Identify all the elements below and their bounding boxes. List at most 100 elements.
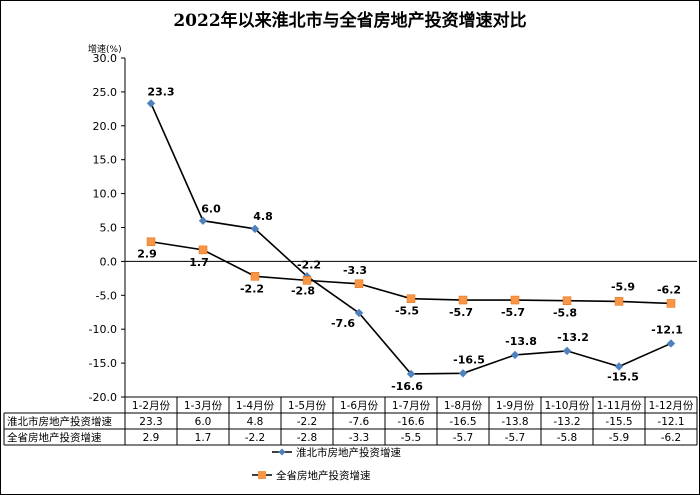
series-line-1 xyxy=(150,103,672,375)
data-label: -2.8 xyxy=(291,284,315,297)
series-lines xyxy=(150,103,672,375)
x-tick-label: 1-9月份 xyxy=(496,400,535,412)
y-tick-label: 30.0 xyxy=(93,52,118,65)
data-label: 1.7 xyxy=(189,256,209,269)
data-label: 2.9 xyxy=(137,248,157,261)
table-cell: -5.7 xyxy=(453,432,474,444)
data-label: -5.8 xyxy=(553,307,577,320)
data-point-square xyxy=(406,294,416,303)
table-cell: -5.9 xyxy=(609,432,630,444)
data-point-diamond xyxy=(250,224,260,234)
data-label: -3.3 xyxy=(343,264,367,277)
x-tick-label: 1-5月份 xyxy=(288,400,327,412)
x-tick-label: 1-8月份 xyxy=(444,400,483,412)
x-tick-label: 1-2月份 xyxy=(132,400,171,412)
table-cell: -13.2 xyxy=(553,416,580,428)
table-cell: 4.8 xyxy=(247,416,264,428)
table-cell: -3.3 xyxy=(349,432,370,444)
series-markers xyxy=(146,99,676,379)
data-point-square xyxy=(614,297,624,306)
data-label: 4.8 xyxy=(253,210,273,223)
legend-label: 全省房地产投资增速 xyxy=(276,469,371,482)
y-tick-label: -10.0 xyxy=(89,323,117,336)
y-tick-label: 0.0 xyxy=(100,255,118,268)
data-point-diamond xyxy=(146,99,156,108)
data-label: -5.7 xyxy=(449,306,473,319)
data-point-diamond xyxy=(562,346,572,356)
data-label: -15.5 xyxy=(607,370,639,383)
data-labels: 23.3 6.0 4.8 -2.2 -7.6 -16.6 -16.5 -13.8 -13.2 -1… xyxy=(137,85,683,393)
data-point-square xyxy=(510,295,520,305)
x-tick-label: 1-4月份 xyxy=(236,400,275,412)
x-tick-label: 1-6月份 xyxy=(340,400,379,412)
table-cell: -16.5 xyxy=(449,416,476,428)
data-point-square xyxy=(458,295,468,305)
data-point-diamond xyxy=(354,308,364,318)
y-tick-label: -20.0 xyxy=(89,391,117,404)
y-tick-label: 25.0 xyxy=(93,86,118,99)
data-label: -12.1 xyxy=(651,323,683,336)
data-point-square xyxy=(250,272,260,281)
table-cell: -5.8 xyxy=(557,432,578,444)
table-cell: 2.9 xyxy=(143,432,160,444)
y-axis-label: 增速(%) xyxy=(88,45,122,55)
table-row-header: 全省房地产投资增速 xyxy=(7,431,102,444)
table-cell: -5.5 xyxy=(401,432,422,444)
data-label: -13.8 xyxy=(505,335,537,348)
legend-marker-diamond xyxy=(278,448,286,456)
data-label: -2.2 xyxy=(297,258,321,271)
data-point-square xyxy=(354,279,364,289)
y-tick-labels: 30.0 25.0 20.0 15.0 10.0 5.0 0.0 -5.0 -10.0 -15.0… xyxy=(89,52,117,404)
data-table: 1-2月份 1-3月份 1-4月份 1-5月份 1-6月份 1-7月份 1-8月份 1-9月份… xyxy=(3,396,698,446)
table-cell: -2.2 xyxy=(245,432,266,444)
data-point-diamond xyxy=(666,339,676,348)
table-cell: -6.2 xyxy=(661,432,682,444)
table-cell: 6.0 xyxy=(195,416,212,428)
data-label: -7.6 xyxy=(331,317,355,330)
chart-title: 2022年以来淮北市与全省房地产投资增速对比 xyxy=(173,11,527,31)
table-cell: -12.1 xyxy=(657,416,684,428)
data-point-diamond xyxy=(614,362,624,371)
data-point-diamond xyxy=(510,350,520,360)
series-line-2 xyxy=(150,240,672,305)
table-row-header: 淮北市房地产投资增速 xyxy=(7,415,112,428)
table-cell: -16.6 xyxy=(397,416,424,428)
table-cell: -15.5 xyxy=(605,416,632,428)
legend-marker-square xyxy=(258,471,266,479)
axes xyxy=(121,57,697,398)
x-tick-label: 1-12月份 xyxy=(649,400,694,412)
y-tick-label: 20.0 xyxy=(93,120,118,133)
table-cell: 1.7 xyxy=(195,432,212,444)
data-label: -13.2 xyxy=(557,331,589,344)
x-tick-label: 1-10月份 xyxy=(545,400,590,412)
y-tick-label: 10.0 xyxy=(93,188,118,201)
data-label: -16.5 xyxy=(453,353,485,366)
y-tick-label: -5.0 xyxy=(96,289,117,302)
table-cell: -5.7 xyxy=(505,432,526,444)
data-label: -2.2 xyxy=(240,282,264,295)
data-point-diamond xyxy=(458,369,468,378)
data-label: -5.5 xyxy=(395,305,419,318)
y-tick-label: -15.0 xyxy=(89,357,117,370)
x-tick-label: 1-11月份 xyxy=(597,400,642,412)
data-label: -5.7 xyxy=(501,306,525,319)
x-tick-label: 1-7月份 xyxy=(392,400,431,412)
data-label: -16.6 xyxy=(391,380,423,393)
y-tick-label: 5.0 xyxy=(100,222,118,235)
table-cell: -2.2 xyxy=(297,416,318,428)
data-label: -5.9 xyxy=(611,280,635,293)
data-label: 6.0 xyxy=(201,203,221,216)
y-tick-label: 15.0 xyxy=(93,154,118,167)
table-cell: -7.6 xyxy=(349,416,370,428)
data-point-square xyxy=(302,276,312,285)
legend-label: 淮北市房地产投资增速 xyxy=(296,446,401,459)
data-point-square xyxy=(198,245,208,255)
x-tick-label: 1-3月份 xyxy=(184,400,223,412)
data-point-square xyxy=(666,299,676,308)
data-point-square xyxy=(562,296,572,305)
data-point-diamond xyxy=(198,216,208,225)
data-label: -6.2 xyxy=(657,283,681,296)
data-point-square xyxy=(146,237,156,246)
table-cell: -2.8 xyxy=(297,432,318,444)
